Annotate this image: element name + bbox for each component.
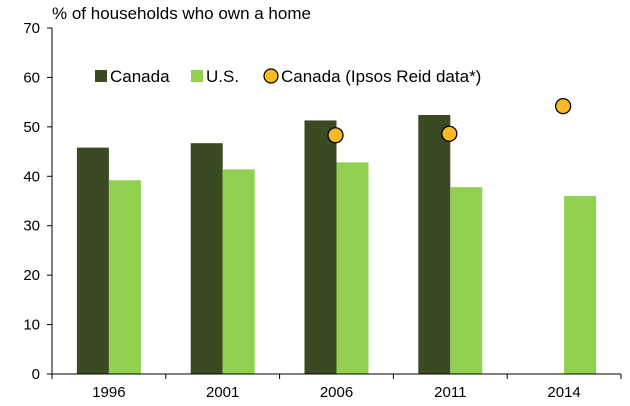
bar-us-2011	[450, 187, 483, 374]
y-tick-label: 40	[23, 168, 40, 185]
legend: Canada U.S. Canada (Ipsos Reid data*)	[95, 67, 481, 86]
x-axis-ticks: 1996 2001 2006 2011 2014	[51, 374, 622, 401]
bar-us-2014	[564, 196, 597, 374]
bar-canada-2001	[190, 143, 223, 374]
x-tick-label: 2014	[547, 384, 580, 401]
bar-us-2006	[336, 162, 369, 374]
x-tick-label: 2006	[320, 384, 353, 401]
y-axis-ticks: 0 10 20 30 40 50 60 70	[23, 20, 52, 383]
y-tick-label: 20	[23, 267, 40, 284]
legend-marker-ipsos	[263, 68, 279, 84]
y-tick-label: 50	[23, 119, 40, 136]
ipsos-points	[327, 97, 572, 144]
y-tick-label: 10	[23, 317, 40, 334]
y-tick-label: 70	[23, 20, 40, 37]
y-tick-label: 30	[23, 218, 40, 235]
point-ipsos-2014	[554, 97, 572, 115]
x-tick-label: 2011	[434, 384, 466, 401]
legend-label-ipsos: Canada (Ipsos Reid data*)	[281, 67, 481, 86]
bar-canada-2011	[418, 114, 451, 374]
legend-swatch-canada	[95, 70, 107, 82]
bar-canada-2006	[304, 120, 337, 374]
x-tick-label: 2001	[206, 384, 239, 401]
bar-us-2001	[222, 169, 255, 374]
legend-label-us: U.S.	[206, 67, 239, 86]
point-ipsos-2011	[441, 125, 458, 142]
y-tick-label: 0	[32, 366, 40, 383]
bar-us-1996	[108, 180, 141, 374]
legend-swatch-us	[191, 70, 203, 82]
y-axis-title: % of households who own a home	[52, 4, 311, 23]
legend-label-canada: Canada	[110, 67, 170, 86]
bar-canada-1996	[76, 147, 109, 374]
point-ipsos-2006	[327, 127, 344, 144]
x-tick-label: 1996	[92, 384, 125, 401]
y-tick-label: 60	[23, 69, 40, 86]
bars	[76, 114, 597, 374]
